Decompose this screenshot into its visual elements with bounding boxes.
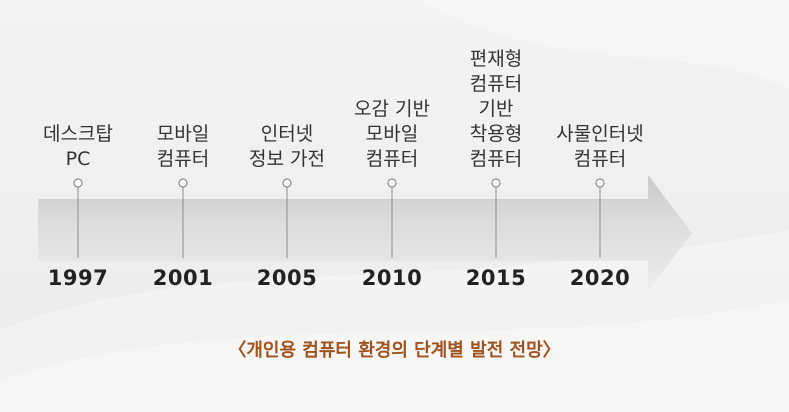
event-label-line: 컴퓨터 — [469, 73, 523, 95]
event-label-line: 사물인터넷 — [556, 123, 644, 145]
event-marker — [491, 178, 501, 188]
caption-open-bracket: 〈 — [228, 340, 247, 361]
event-label-line: 컴퓨터 — [156, 148, 210, 170]
event-label-line: 모바일 — [365, 123, 419, 145]
event-year: 2020 — [569, 266, 631, 290]
event-year: 2001 — [152, 266, 214, 290]
event-marker — [178, 178, 188, 188]
event-marker — [387, 178, 397, 188]
event-label: 편재형 컴퓨터 기반 착용형 컴퓨터 — [436, 47, 556, 172]
event-marker — [282, 178, 292, 188]
diagram-caption: 〈개인용 컴퓨터 환경의 단계별 발전 전망〉 — [0, 336, 789, 362]
event-label-line: 인터넷 — [260, 123, 314, 145]
event-year: 2010 — [361, 266, 423, 290]
event-label-line: 오감 기반 — [354, 98, 430, 120]
event-label-line: 착용형 — [469, 123, 523, 145]
event-marker — [73, 178, 83, 188]
caption-close-bracket: 〉 — [542, 340, 561, 361]
event-label-line: 편재형 — [469, 48, 523, 70]
event-label-line: PC — [65, 148, 91, 170]
event-label: 데스크탑 PC — [18, 122, 138, 172]
event-label-line: 컴퓨터 — [573, 148, 627, 170]
event-year: 1997 — [47, 266, 109, 290]
event-label-line: 정보 가전 — [249, 148, 325, 170]
event-marker — [595, 178, 605, 188]
event-label-line: 모바일 — [156, 123, 210, 145]
event-label-line: 기반 — [478, 98, 514, 120]
event-label-line: 컴퓨터 — [469, 148, 523, 170]
event-year: 2005 — [256, 266, 318, 290]
event-year: 2015 — [465, 266, 527, 290]
event-label-line: 컴퓨터 — [365, 148, 419, 170]
caption-text: 개인용 컴퓨터 환경의 단계별 발전 전망 — [246, 340, 543, 361]
event-label-line: 데스크탑 — [43, 123, 113, 145]
